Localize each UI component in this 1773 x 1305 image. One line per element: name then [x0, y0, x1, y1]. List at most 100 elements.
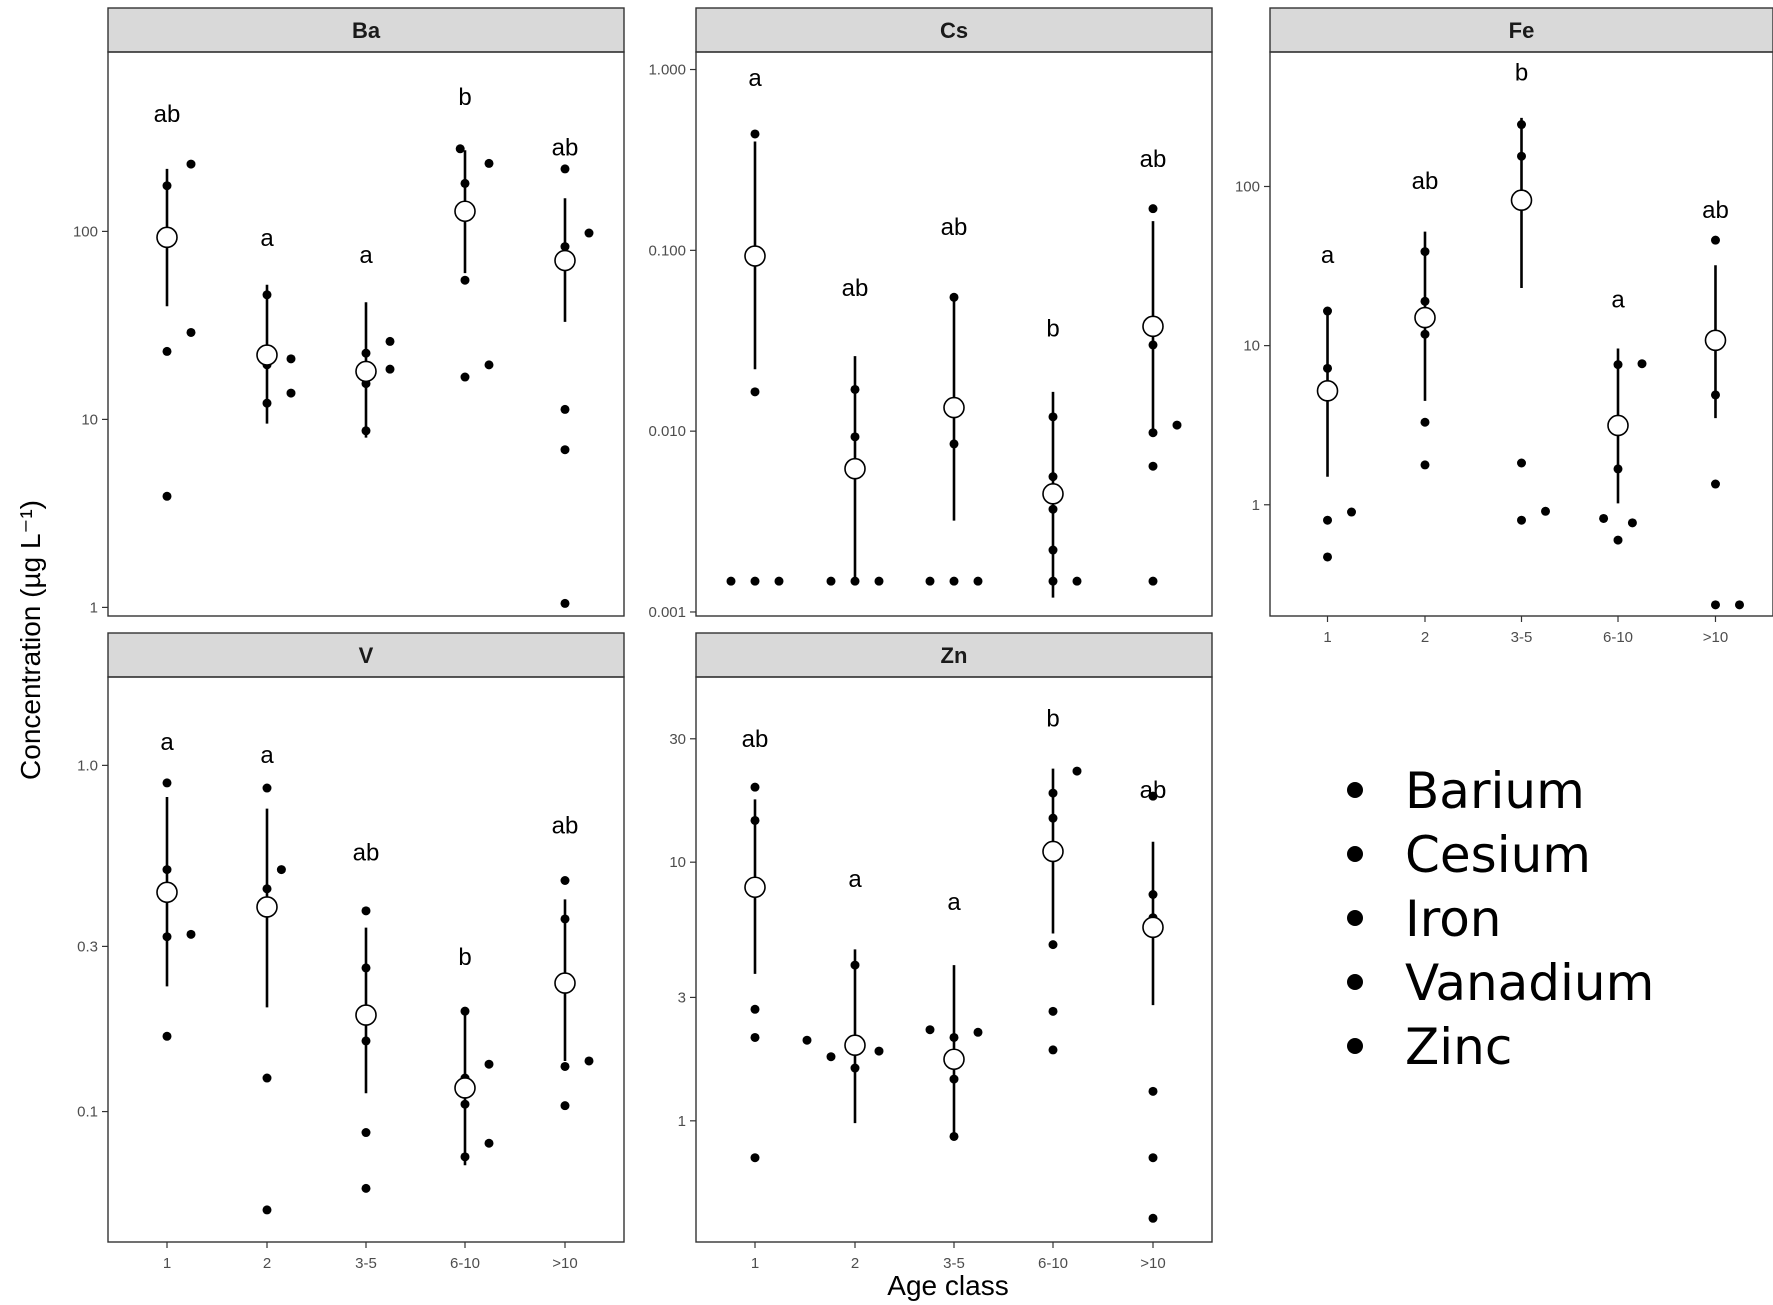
data-point — [802, 1035, 812, 1045]
mean-marker — [256, 896, 278, 918]
group-ba-4: ab — [552, 134, 594, 608]
mean-marker — [454, 1077, 476, 1099]
group-zn-3: b — [1042, 705, 1082, 1055]
data-point — [186, 159, 196, 169]
data-point — [750, 1004, 760, 1014]
x-tick-label: 6-10 — [450, 1255, 480, 1272]
group-letter: ab — [742, 726, 769, 753]
data-point — [584, 1056, 594, 1066]
mean-marker — [1042, 840, 1064, 863]
legend-key — [1347, 782, 1363, 798]
data-point — [1613, 464, 1623, 474]
group-ba-2: a — [355, 242, 395, 438]
x-tick-label: 3-5 — [943, 1255, 965, 1272]
data-point — [949, 439, 959, 449]
strip-label: Zn — [941, 643, 968, 668]
data-point — [1048, 472, 1058, 482]
y-tick-label: 0.010 — [648, 423, 686, 440]
x-tick-label: 1 — [163, 1255, 171, 1272]
mean-marker — [744, 245, 766, 267]
group-letter: b — [458, 944, 471, 971]
data-point — [162, 346, 172, 356]
data-point — [162, 778, 172, 788]
strip-label: V — [359, 643, 374, 668]
group-letter: a — [848, 866, 862, 893]
data-point — [1072, 576, 1082, 586]
mean-marker — [1414, 306, 1436, 329]
group-letter: a — [260, 742, 274, 769]
group-v-3: b — [454, 944, 494, 1166]
data-point — [361, 1036, 371, 1046]
panel-v: V 0.1 0.3 1.0 1 2 3-5 6-10 >10 a a ab b ab — [77, 632, 625, 1272]
mean-marker — [744, 876, 766, 899]
y-tick-label: 30 — [669, 731, 686, 748]
data-point — [186, 327, 196, 337]
mean-marker — [1142, 315, 1164, 338]
group-cs-0: a — [726, 65, 784, 586]
data-point — [1420, 329, 1430, 339]
y-tick-label: 10 — [669, 854, 686, 871]
legend-entry: Vanadium — [1405, 954, 1654, 1012]
mean-marker — [554, 249, 576, 272]
data-point — [560, 242, 570, 252]
data-point — [1048, 1006, 1058, 1016]
x-axis-title: Age class — [887, 1270, 1008, 1301]
group-v-1: a — [256, 742, 286, 1215]
data-point — [460, 275, 470, 285]
y-tick-label: 3 — [678, 989, 686, 1006]
group-fe-1: ab — [1412, 168, 1438, 470]
data-point — [1048, 788, 1058, 798]
strip-label: Ba — [352, 18, 381, 43]
strip-label: Cs — [940, 18, 968, 43]
data-point — [1172, 420, 1182, 430]
data-point — [560, 876, 570, 886]
data-point — [949, 292, 959, 302]
x-tick-label: 3-5 — [355, 1255, 377, 1272]
strip-ba — [107, 7, 625, 53]
group-letter: a — [1611, 286, 1625, 313]
group-v-4: ab — [552, 813, 594, 1111]
data-point — [1541, 506, 1550, 516]
x-tick-label: 2 — [263, 1255, 271, 1272]
data-point — [750, 576, 760, 586]
mean-marker — [454, 200, 476, 223]
group-v-2: ab — [353, 840, 379, 1193]
group-zn-2: a — [925, 889, 983, 1141]
group-letter: ab — [842, 275, 869, 302]
data-point — [925, 576, 935, 586]
data-point — [361, 1183, 371, 1193]
legend: Barium Cesium Iron Vanadium Zinc — [1347, 762, 1654, 1076]
data-point — [455, 144, 465, 154]
data-point — [1517, 458, 1526, 468]
strip-v — [107, 632, 625, 678]
group-letter: ab — [1702, 197, 1729, 224]
data-point — [1613, 360, 1623, 370]
data-point — [1710, 600, 1720, 610]
mean-marker — [256, 344, 278, 366]
panel-cs: Cs 0.001 0.010 0.100 1.000 a ab ab b ab — [648, 7, 1213, 621]
data-point — [460, 1099, 470, 1109]
data-point — [949, 1032, 959, 1042]
data-point — [361, 906, 371, 916]
data-point — [560, 164, 570, 174]
data-point — [750, 1032, 760, 1042]
y-tick-label: 10 — [81, 411, 98, 428]
data-point — [484, 360, 494, 370]
y-tick-label: 1.0 — [77, 757, 98, 774]
legend-entry: Barium — [1405, 762, 1585, 820]
y-axis-title: Concentration (µg L⁻¹) — [15, 500, 46, 780]
group-cs-1: ab — [826, 275, 884, 586]
legend-entry: Cesium — [1405, 826, 1591, 884]
data-point — [560, 1101, 570, 1111]
x-tick-label: >10 — [552, 1255, 577, 1272]
mean-marker — [355, 360, 377, 383]
mean-marker — [1142, 916, 1164, 939]
strip-label: Fe — [1509, 18, 1535, 43]
group-letter: a — [1321, 242, 1335, 269]
group-letter: b — [1046, 315, 1059, 342]
group-letter: a — [359, 242, 373, 269]
data-point — [1517, 120, 1526, 130]
data-point — [1710, 390, 1720, 400]
